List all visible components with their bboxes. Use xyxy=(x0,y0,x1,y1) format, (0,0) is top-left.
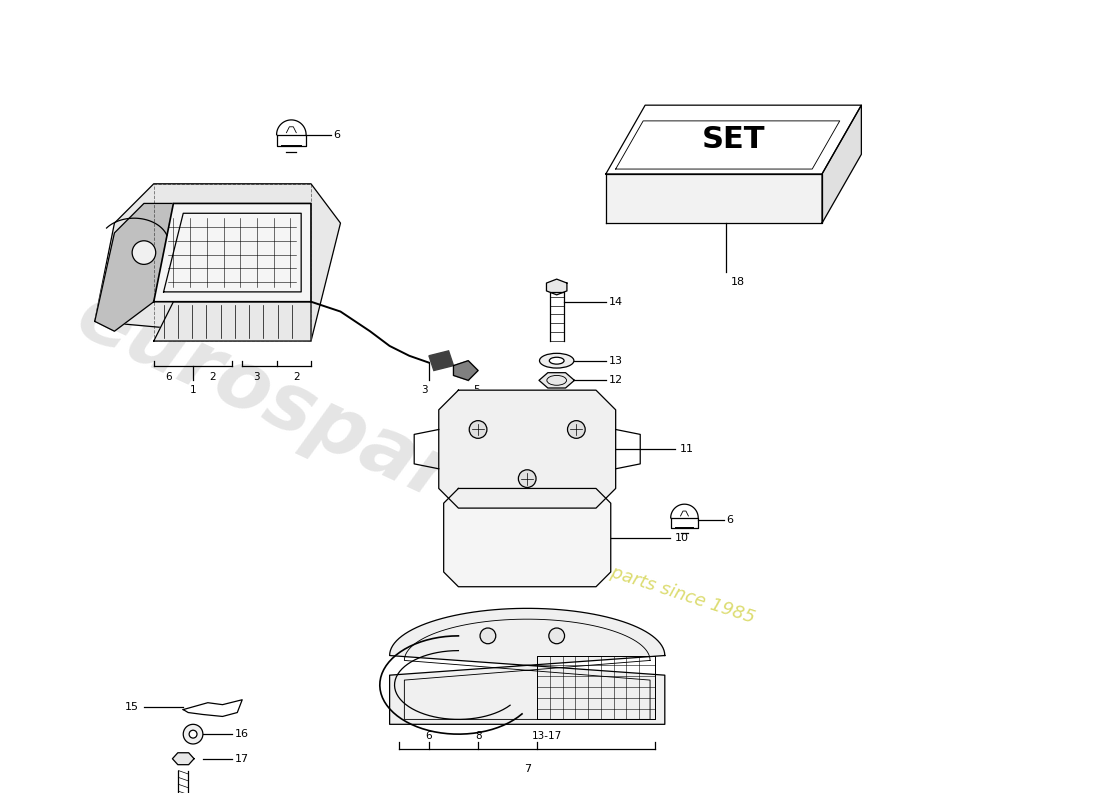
Circle shape xyxy=(189,730,197,738)
Polygon shape xyxy=(453,361,478,380)
Text: 2: 2 xyxy=(209,373,216,382)
Circle shape xyxy=(132,241,156,264)
Text: 13: 13 xyxy=(608,356,623,366)
Polygon shape xyxy=(154,302,311,341)
Polygon shape xyxy=(443,489,610,586)
Polygon shape xyxy=(547,279,567,295)
Text: 6: 6 xyxy=(333,130,341,140)
Polygon shape xyxy=(439,390,616,508)
Text: 6: 6 xyxy=(727,515,734,525)
Circle shape xyxy=(184,724,202,744)
Circle shape xyxy=(518,470,536,487)
Text: 3: 3 xyxy=(420,386,427,395)
Circle shape xyxy=(549,628,564,644)
Ellipse shape xyxy=(549,358,564,364)
Text: eurospares: eurospares xyxy=(64,277,558,562)
Polygon shape xyxy=(173,753,194,765)
Circle shape xyxy=(470,421,487,438)
Text: 6: 6 xyxy=(426,731,432,741)
Text: 18: 18 xyxy=(730,277,745,287)
Text: 10: 10 xyxy=(674,533,689,542)
Polygon shape xyxy=(95,184,341,341)
Text: 1: 1 xyxy=(190,386,197,395)
Polygon shape xyxy=(154,203,311,302)
Text: 13-17: 13-17 xyxy=(531,731,562,741)
Text: 17: 17 xyxy=(235,754,250,764)
Text: 16: 16 xyxy=(235,729,250,739)
Text: 12: 12 xyxy=(608,375,623,386)
Polygon shape xyxy=(389,608,664,724)
Text: 6: 6 xyxy=(165,373,172,382)
Text: 2: 2 xyxy=(293,373,299,382)
Polygon shape xyxy=(822,105,861,223)
Text: 15: 15 xyxy=(125,702,139,712)
Circle shape xyxy=(480,628,496,644)
Text: 5: 5 xyxy=(473,386,480,395)
Text: 14: 14 xyxy=(608,297,623,306)
Polygon shape xyxy=(606,105,861,174)
Text: 11: 11 xyxy=(680,444,693,454)
Polygon shape xyxy=(95,203,174,331)
Polygon shape xyxy=(606,174,822,223)
Text: 3: 3 xyxy=(254,373,261,382)
Text: 7: 7 xyxy=(524,764,531,774)
Polygon shape xyxy=(429,351,453,370)
Circle shape xyxy=(568,421,585,438)
Text: 8: 8 xyxy=(475,731,482,741)
Text: SET: SET xyxy=(702,125,766,154)
Polygon shape xyxy=(539,373,574,388)
Ellipse shape xyxy=(539,354,574,368)
Text: a passion for parts since 1985: a passion for parts since 1985 xyxy=(494,526,758,627)
